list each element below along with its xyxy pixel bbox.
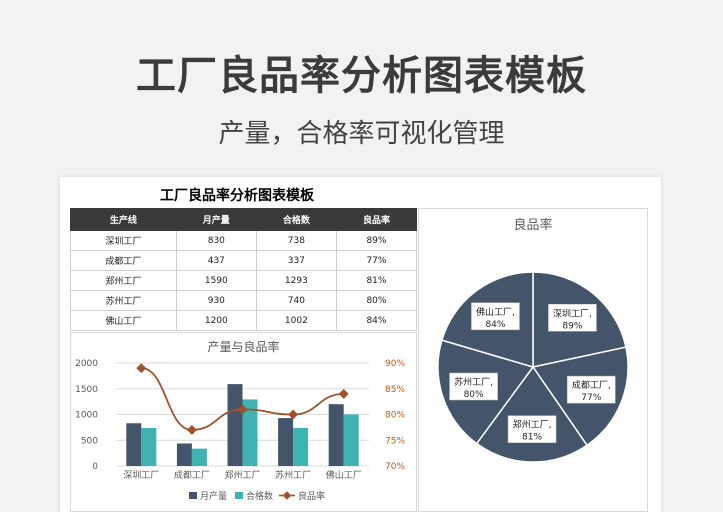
x-tick-label: 深圳工厂 [123,470,159,481]
table-row: 深圳工厂 830 738 89% [70,230,418,251]
table-cell: 佛山工厂 [70,310,177,331]
pie-label-name: 苏州工厂, [454,376,493,388]
table-cell: 830 [175,230,257,251]
bar-合格数 [191,448,207,466]
page-subtitle: 产量，合格率可视化管理 [218,119,505,149]
column-header: 生产线 [70,208,177,231]
pie-label-box [471,302,520,331]
table-cell: 77% [335,250,418,271]
legend-swatch [235,492,243,499]
combo-chart: 产量与良品率 0 500 1000 1500 2000 70% 75% 80% 85% 90% 深圳… [70,332,417,512]
table-cell: 930 [175,290,257,311]
pie-label-name: 佛山工厂, [476,306,515,318]
legend-label: 月产量 [200,490,227,502]
y2-tick-label: 85% [385,385,405,395]
table-cell: 337 [255,250,337,271]
bar-月产量 [227,384,243,466]
y-tick-label: 1000 [75,411,98,421]
line-point [186,425,197,435]
pie-label-box [449,372,498,401]
y2-tick-label: 75% [385,436,405,446]
column-header: 良品率 [335,208,418,231]
pie-label-value: 84% [485,320,505,330]
table-cell: 89% [335,230,418,251]
y-tick-label: 1500 [75,385,98,395]
pie-label-value: 77% [581,393,601,403]
pie-label-name: 成都工厂, [572,379,611,391]
line-point [237,404,248,415]
x-tick-label: 郑州工厂 [224,469,260,481]
bar-月产量 [278,418,294,466]
pie-slice [475,365,588,463]
table-cell: 81% [335,270,418,291]
table-cell: 80% [335,290,418,311]
bar-合格数 [242,399,258,466]
table-cell: 437 [175,250,257,271]
x-tick-label: 佛山工厂 [326,469,362,481]
column-header: 月产量 [175,208,257,231]
y2-tick-label: 80% [385,411,405,421]
table-cell: 1293 [255,270,337,291]
table-cell: 740 [255,290,337,311]
pie-chart-canvas: 深圳工厂, 89% 成都工厂, 77% 郑州工厂, 81% 苏州工厂, 80% 佛山工厂, 84% [437,271,629,463]
legend-marker [282,491,292,500]
table-row: 郑州工厂 1590 1293 81% [70,270,418,291]
page-title: 工厂良品率分析图表模板 [136,53,587,99]
pie-label-box [507,415,557,443]
legend-label: 良品率 [298,490,325,502]
table-row: 苏州工厂 930 740 80% [70,290,418,311]
table-cell: 84% [335,310,418,331]
bar-合格数 [141,427,157,466]
column-header: 合格数 [255,208,337,231]
legend-swatch [189,492,197,499]
table-cell: 1590 [175,270,257,291]
bar-月产量 [328,404,344,466]
x-tick-label: 成都工厂 [174,469,210,481]
pie-label-box [566,375,616,404]
table-row: 成都工厂 437 337 77% [70,250,418,271]
x-tick-label: 苏州工厂 [275,469,311,481]
y-tick-label: 0 [92,462,98,472]
y-tick-label: 500 [81,436,98,446]
pie-label-value: 89% [562,321,582,331]
table-cell: 郑州工厂 [70,270,177,291]
data-table: 生产线 月产量 合格数 良品率 深圳工厂 830 738 89% 成都工厂 43… [70,208,418,331]
table-cell: 1200 [175,310,257,331]
bar-月产量 [176,443,192,466]
table-row: 佛山工厂 1200 1002 84% [70,310,418,331]
table-cell: 苏州工厂 [70,290,177,311]
pie-label-value: 81% [522,433,542,443]
y2-tick-label: 90% [385,359,405,369]
pie-label-name: 郑州工厂, [513,419,552,431]
y2-tick-label: 70% [385,462,405,472]
combo-chart-canvas: 0 500 1000 1500 2000 70% 75% 80% 85% 90% 深圳工厂 成都工厂 郑… [75,359,405,502]
pie-chart-title: 良品率 [513,218,553,233]
spreadsheet-preview: 工厂良品率分析图表模板 生产线 月产量 合格数 良品率 深圳工厂 830 738… [60,177,661,512]
table-cell: 深圳工厂 [70,230,177,251]
bar-合格数 [343,414,359,466]
pie-label-name: 深圳工厂, [553,308,592,319]
table-header-row: 生产线 月产量 合格数 良品率 [70,208,418,231]
line-point [288,409,299,420]
pie-chart: 良品率 深圳工厂, 89% 成都工厂, 77% 郑州工厂, 81% 苏州工厂, 80% 佛山工厂… [418,208,648,512]
bar-合格数 [293,427,309,466]
pie-label-value: 80% [464,390,484,400]
sheet-title: 工厂良品率分析图表模板 [160,188,314,204]
y-tick-label: 2000 [75,359,98,369]
bar-月产量 [126,423,142,466]
table-cell: 738 [255,230,337,251]
table-cell: 1002 [255,310,337,331]
line-point [136,363,147,374]
pie-label-box [548,303,597,332]
combo-chart-title: 产量与良品率 [207,340,280,354]
legend-label: 合格数 [246,490,273,502]
line-point [338,388,349,399]
table-cell: 成都工厂 [70,250,177,271]
